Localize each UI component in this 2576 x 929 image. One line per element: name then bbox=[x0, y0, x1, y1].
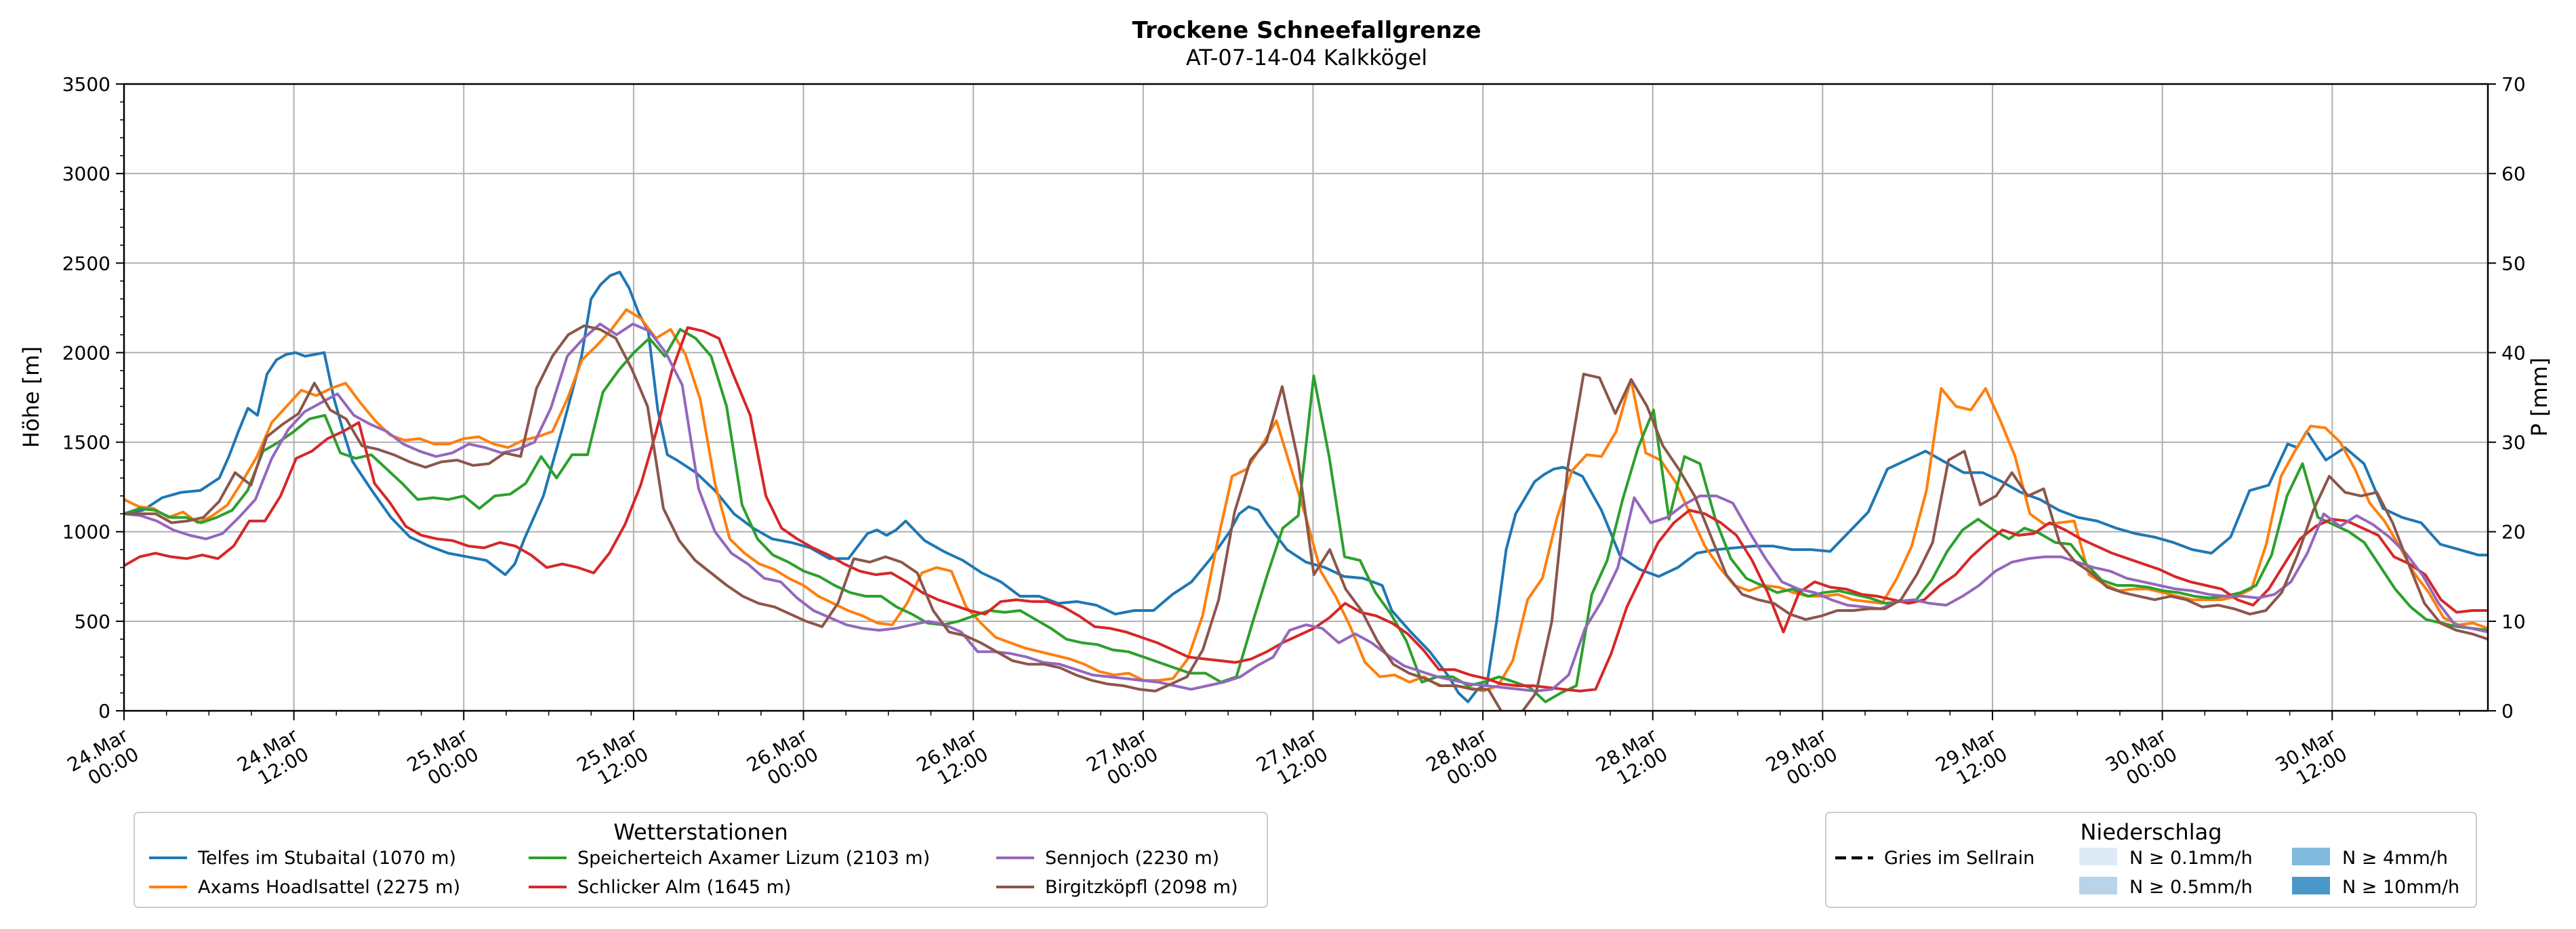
chart-title: Trockene Schneefallgrenze bbox=[1132, 17, 1481, 44]
y-tick-label: 3500 bbox=[62, 73, 110, 96]
x-tick-label: 24.Mar00:00 bbox=[64, 724, 143, 795]
y2-tick-label: 40 bbox=[2501, 342, 2526, 364]
series-line-1 bbox=[124, 270, 2488, 703]
legend-stations: Wetterstationen Telfes im Stubaital (107… bbox=[134, 812, 1268, 908]
legend-precip: Niederschlag Gries im Sellrain N ≥ 0.1mm/… bbox=[1825, 812, 2477, 908]
legend-precip-swatch bbox=[2079, 877, 2117, 894]
x-tick-label: 29.Mar00:00 bbox=[1762, 724, 1841, 795]
chart-subtitle: AT-07-14-04 Kalkkögel bbox=[1186, 45, 1427, 70]
y-tick-label: 0 bbox=[98, 700, 110, 722]
series-line-6 bbox=[124, 324, 2488, 711]
y-tick-label: 500 bbox=[75, 611, 110, 633]
y-tick-label: 2000 bbox=[62, 342, 110, 364]
y2-tick-label: 50 bbox=[2501, 252, 2526, 274]
x-tick-label: 29.Mar12:00 bbox=[1932, 724, 2011, 795]
x-tick-label: 26.Mar12:00 bbox=[913, 724, 992, 795]
x-tick-label: 27.Mar12:00 bbox=[1252, 724, 1332, 795]
y-tick-label: 2500 bbox=[62, 252, 110, 274]
series-line-2 bbox=[124, 308, 2488, 693]
x-axis: 24.Mar00:00 24.Mar12:00 25.Mar00:00 25.Mar1… bbox=[64, 711, 2460, 795]
legend-precip-label: N ≥ 10mm/h bbox=[2342, 877, 2459, 898]
legend-station-label: Birgitzköpfl (2098 m) bbox=[1045, 877, 1238, 898]
y2-tick-label: 0 bbox=[2501, 700, 2514, 722]
y-axis-left: 0 500 1000 1500 2000 2500 3000 3500 bbox=[62, 73, 124, 722]
legend-stations-frame bbox=[134, 812, 1268, 908]
y2-axis-label: P [mm] bbox=[2527, 358, 2552, 437]
y2-tick-label: 60 bbox=[2501, 163, 2526, 185]
series-line-5 bbox=[124, 323, 2488, 693]
x-tick-label: 28.Mar00:00 bbox=[1423, 724, 1502, 795]
x-tick-label: 28.Mar12:00 bbox=[1592, 724, 1671, 795]
legend-station-label: Axams Hoadlsattel (2275 m) bbox=[198, 877, 460, 898]
legend-precip-swatch bbox=[2292, 848, 2330, 865]
legend-station-label: Sennjoch (2230 m) bbox=[1045, 848, 1219, 869]
y2-tick-label: 10 bbox=[2501, 611, 2526, 633]
plot-frame bbox=[123, 83, 2489, 712]
legend-precip-label: N ≥ 4mm/h bbox=[2342, 848, 2448, 869]
legend-station-label: Schlicker Alm (1645 m) bbox=[577, 877, 791, 898]
x-tick-label: 30.Mar12:00 bbox=[2272, 724, 2351, 795]
series-line-4 bbox=[124, 326, 2488, 693]
y-axis-label: Höhe [m] bbox=[18, 346, 44, 448]
legend-precip-label: Gries im Sellrain bbox=[1884, 848, 2035, 869]
x-tick-label: 27.Mar00:00 bbox=[1082, 724, 1162, 795]
legend-station-label: Speicherteich Axamer Lizum (2103 m) bbox=[577, 848, 930, 869]
series-lines bbox=[124, 270, 2488, 711]
legend-precip-title: Niederschlag bbox=[2080, 819, 2222, 845]
legend-stations-title: Wetterstationen bbox=[613, 819, 788, 845]
y2-tick-label: 70 bbox=[2501, 73, 2526, 96]
y-tick-label: 1000 bbox=[62, 521, 110, 543]
legend-precip-swatch bbox=[2292, 877, 2330, 894]
legend-precip-label: N ≥ 0.1mm/h bbox=[2129, 848, 2253, 869]
x-tick-label: 25.Mar00:00 bbox=[403, 724, 483, 795]
legend-precip-swatch bbox=[2079, 848, 2117, 865]
x-tick-label: 26.Mar00:00 bbox=[743, 724, 822, 795]
y2-tick-label: 20 bbox=[2501, 521, 2526, 543]
series-line-3 bbox=[124, 328, 2488, 703]
x-tick-label: 30.Mar00:00 bbox=[2102, 724, 2181, 795]
y-axis-right: 0 10 20 30 40 50 60 70 bbox=[2488, 73, 2526, 722]
legend-station-label: Telfes im Stubaital (1070 m) bbox=[197, 848, 456, 869]
y-tick-label: 1500 bbox=[62, 432, 110, 454]
x-tick-label: 24.Mar12:00 bbox=[233, 724, 312, 795]
gridlines bbox=[123, 83, 2488, 711]
y-tick-label: 3000 bbox=[62, 163, 110, 185]
y2-tick-label: 30 bbox=[2501, 432, 2526, 454]
legend-precip-label: N ≥ 0.5mm/h bbox=[2129, 877, 2253, 898]
x-tick-label: 25.Mar12:00 bbox=[573, 724, 653, 795]
